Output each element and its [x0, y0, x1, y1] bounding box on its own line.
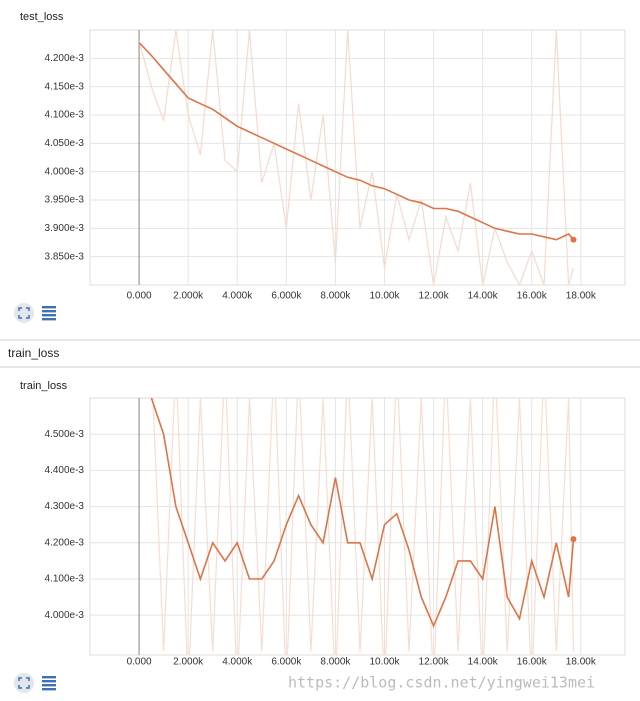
y-tick-label: 4.500e-3	[45, 429, 85, 440]
x-tick-label: 4.000k	[222, 657, 253, 668]
y-tick-label: 3.950e-3	[45, 195, 85, 206]
plot-area	[89, 29, 626, 286]
x-tick-label: 10.00k	[369, 657, 400, 668]
x-tick-label: 14.00k	[468, 291, 499, 302]
chart-title: train_loss	[20, 380, 68, 392]
y-tick-label: 4.000e-3	[45, 166, 85, 177]
x-tick-label: 12.00k	[419, 291, 450, 302]
series-line	[150, 398, 575, 629]
y-tick-label: 4.100e-3	[45, 110, 85, 121]
x-tick-label: 2.000k	[173, 291, 204, 302]
end-point	[570, 236, 577, 243]
x-tick-label: 4.000k	[222, 291, 253, 302]
x-tick-label: 0.000	[127, 657, 152, 668]
x-tick-label: 0.000	[127, 291, 152, 302]
y-tick-label: 4.200e-3	[45, 53, 85, 64]
y-tick-label: 4.200e-3	[45, 537, 85, 548]
y-tick-label: 3.900e-3	[45, 223, 85, 234]
x-tick-label: 2.000k	[173, 657, 204, 668]
y-tick-label: 4.300e-3	[45, 501, 85, 512]
chart-title: test_loss	[20, 11, 64, 23]
section-header[interactable]: train_loss	[8, 346, 59, 360]
y-tick-label: 4.400e-3	[45, 465, 85, 476]
x-tick-label: 10.00k	[369, 291, 400, 302]
y-tick-label: 3.850e-3	[45, 251, 85, 262]
y-tick-label: 4.150e-3	[45, 81, 85, 92]
fullscreen-button[interactable]	[14, 303, 34, 323]
series-line	[152, 398, 575, 655]
x-tick-label: 8.000k	[320, 291, 351, 302]
x-tick-label: 12.00k	[419, 657, 450, 668]
y-tick-label: 4.100e-3	[45, 574, 85, 585]
watermark: https://blog.csdn.net/yingwei13mei	[288, 674, 595, 692]
x-tick-label: 6.000k	[271, 657, 302, 668]
end-point	[570, 536, 577, 543]
series-group	[150, 398, 575, 655]
x-tick-label: 16.00k	[517, 657, 548, 668]
x-tick-label: 14.00k	[468, 657, 499, 668]
x-tick-label: 6.000k	[271, 291, 302, 302]
fullscreen-button[interactable]	[14, 673, 34, 693]
series-line	[138, 41, 575, 241]
y-tick-label: 4.000e-3	[45, 610, 85, 621]
series-group	[138, 30, 575, 285]
x-tick-label: 8.000k	[320, 657, 351, 668]
x-tick-label: 18.00k	[566, 657, 597, 668]
plot-area	[89, 397, 626, 656]
data-toggle-button[interactable]	[42, 306, 56, 321]
x-tick-label: 16.00k	[517, 291, 548, 302]
y-tick-label: 4.050e-3	[45, 138, 85, 149]
series-line	[138, 30, 575, 285]
data-toggle-button[interactable]	[42, 676, 56, 691]
x-tick-label: 18.00k	[566, 291, 597, 302]
